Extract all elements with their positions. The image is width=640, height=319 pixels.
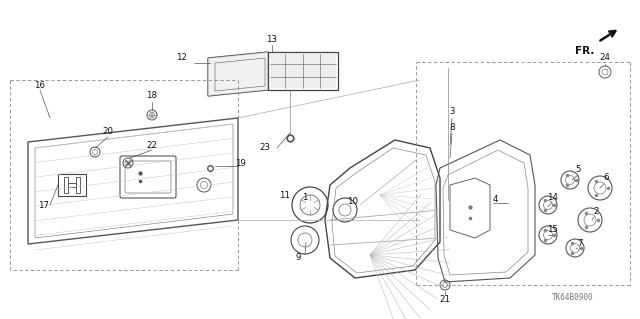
- Text: TK64B0900: TK64B0900: [552, 293, 594, 302]
- Text: 3: 3: [449, 108, 455, 116]
- Text: 8: 8: [449, 123, 455, 132]
- Text: 12: 12: [177, 54, 188, 63]
- Text: 15: 15: [547, 226, 559, 234]
- Bar: [76, 177, 80, 193]
- Text: 1: 1: [302, 194, 308, 203]
- Text: 20: 20: [102, 128, 113, 137]
- Text: FR.: FR.: [575, 46, 594, 56]
- Text: 11: 11: [280, 190, 291, 199]
- Text: 7: 7: [577, 240, 583, 249]
- Text: 10: 10: [348, 197, 358, 206]
- Text: 9: 9: [295, 254, 301, 263]
- Text: 24: 24: [600, 54, 611, 63]
- Text: 4: 4: [492, 196, 498, 204]
- Bar: [68, 183, 76, 187]
- Text: 23: 23: [259, 144, 271, 152]
- Text: 18: 18: [147, 92, 157, 100]
- Text: 13: 13: [266, 35, 278, 44]
- Text: 6: 6: [604, 174, 609, 182]
- Text: 22: 22: [147, 140, 157, 150]
- Text: 2: 2: [593, 207, 599, 217]
- Text: 16: 16: [35, 81, 45, 91]
- Bar: [64, 177, 68, 193]
- Text: 21: 21: [440, 295, 451, 305]
- Text: 14: 14: [547, 192, 559, 202]
- Text: 5: 5: [575, 166, 580, 174]
- Polygon shape: [208, 52, 268, 96]
- Text: 17: 17: [38, 201, 49, 210]
- Bar: [270, 54, 336, 88]
- Text: 19: 19: [235, 159, 245, 167]
- Bar: [58, 174, 86, 196]
